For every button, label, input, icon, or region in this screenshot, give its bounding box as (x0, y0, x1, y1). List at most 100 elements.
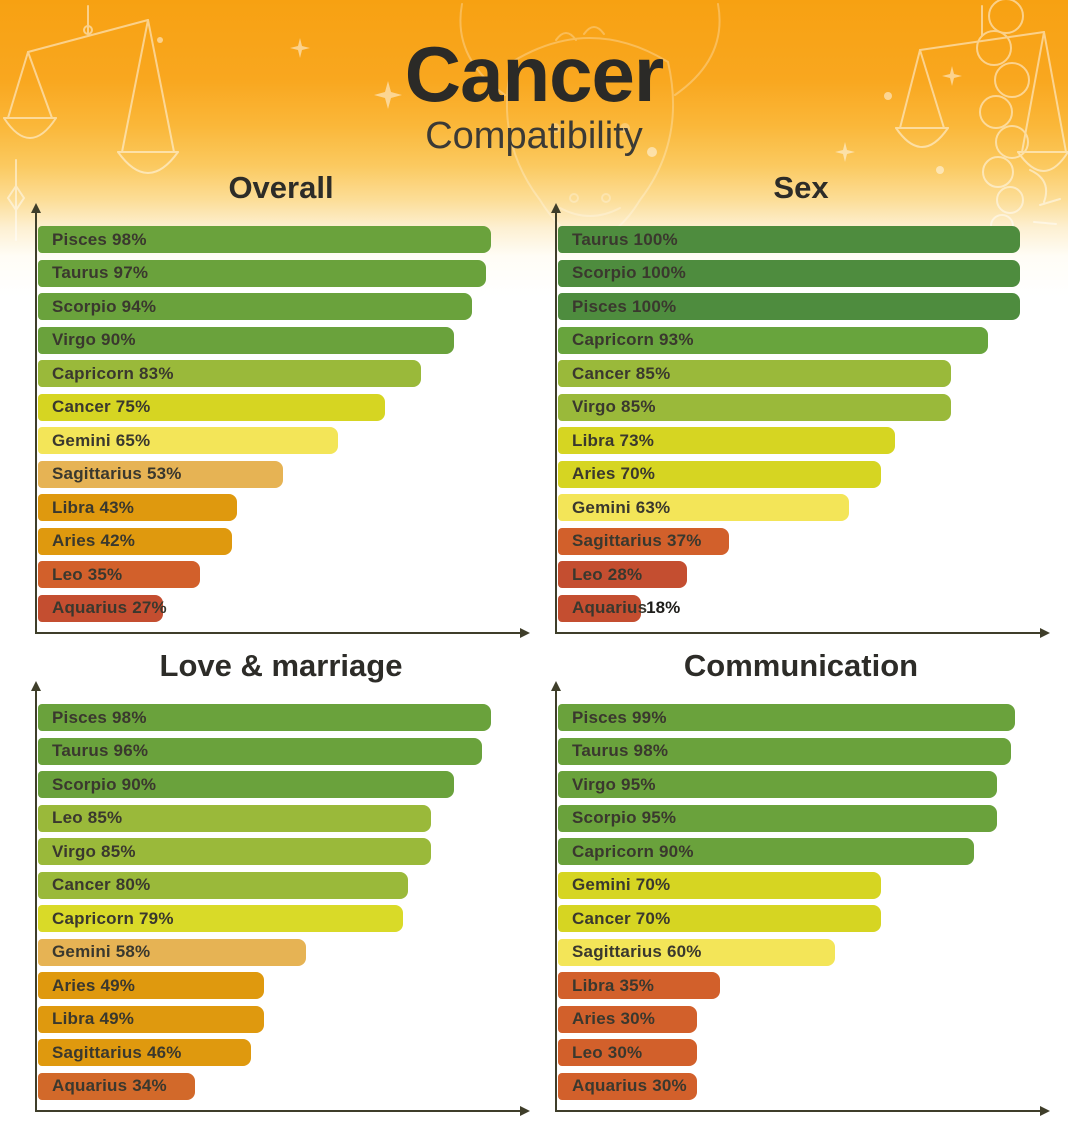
bar-sagittarius: Sagittarius 46% (38, 1039, 251, 1066)
bar-label: Capricorn 90% (572, 841, 694, 861)
bar-row: Taurus 96% (38, 737, 500, 765)
bar-label: Gemini 70% (572, 875, 671, 894)
bar-cancer: Cancer 75% (38, 393, 385, 421)
bar-pisces: Pisces 98% (38, 226, 491, 253)
bar-row: Leo 28% (558, 561, 1020, 588)
bar-label: Aquarius 30% (572, 1076, 687, 1095)
bar-gemini: Gemini 63% (558, 494, 850, 521)
bar-label: Leo 35% (52, 564, 123, 584)
bar-cancer: Cancer 80% (38, 871, 408, 899)
bar-row: Libra 49% (38, 1005, 500, 1033)
bar-row: Sagittarius 37% (558, 527, 1020, 555)
x-axis-arrow-icon (520, 1106, 530, 1116)
bars-love-marriage: Pisces 98% Taurus 96% Scorpio 90% Leo 85% Vi… (38, 704, 500, 1100)
bar-label: Gemini 63% (572, 497, 671, 517)
bar-label: Gemini 65% (52, 430, 151, 450)
bar-row: Gemini 63% (558, 494, 1020, 521)
bar-aquarius: Aquarius 27% (38, 594, 167, 622)
bar-sagittarius: Sagittarius 37% (558, 527, 729, 555)
bar-label: Cancer 85% (572, 363, 671, 383)
bar-label: Capricorn 83% (52, 363, 174, 383)
bar-row: Pisces 98% (38, 704, 500, 731)
bar-row: Virgo 85% (558, 393, 1020, 421)
chart-plot-overall: Pisces 98% Taurus 97% Scorpio 94% Virgo 90%… (31, 203, 530, 638)
bar-row: Cancer 80% (38, 871, 500, 899)
bar-cancer: Cancer 85% (558, 360, 951, 387)
bar-libra: Libra 49% (38, 1005, 265, 1033)
bar-row: Cancer 70% (558, 905, 1020, 932)
bar-row: Taurus 97% (38, 259, 500, 287)
x-axis (555, 1110, 1041, 1112)
bar-taurus: Taurus 97% (38, 259, 487, 287)
bar-row: Pisces 99% (558, 704, 1020, 731)
bar-leo: Leo 35% (38, 561, 200, 588)
bar-leo: Leo 85% (38, 804, 431, 832)
bar-row: Scorpio 100% (558, 259, 1020, 287)
bar-label: Taurus 96% (52, 741, 149, 760)
bar-row: Capricorn 90% (558, 838, 1020, 865)
bar-row: Virgo 95% (558, 771, 1020, 798)
bar-aquarius: Aquarius (558, 594, 647, 622)
bar-row: Scorpio 95% (558, 804, 1020, 832)
bar-virgo: Virgo 95% (558, 771, 997, 798)
bar-label: Leo 85% (52, 808, 123, 827)
bar-label: Cancer 80% (52, 875, 151, 894)
bar-label: Taurus 97% (52, 263, 149, 282)
bar-label: Pisces 99% (572, 707, 667, 727)
bar-row: Gemini 65% (38, 427, 500, 454)
chart-title-overall: Overall (228, 170, 334, 205)
chart-plot-sex: Taurus 100% Scorpio 100% Pisces 100% Capric… (551, 203, 1050, 638)
bar-row: Aries 70% (558, 460, 1020, 488)
chart-title-communication: Communication (683, 648, 919, 683)
bar-pisces: Pisces 100% (558, 293, 1020, 320)
bar-row: Aries 30% (558, 1005, 1020, 1033)
bar-row: Aries 49% (38, 972, 500, 999)
bar-row: Leo 85% (38, 804, 500, 832)
bar-label: Aquarius 34% (52, 1076, 167, 1095)
y-axis-arrow-icon (31, 203, 41, 213)
bar-row: Pisces 100% (558, 293, 1020, 320)
bar-label: Sagittarius 60% (572, 942, 702, 961)
bar-aries: Aries 49% (38, 972, 265, 999)
bar-taurus: Taurus 96% (38, 737, 482, 765)
bar-label: Virgo 90% (52, 330, 136, 349)
page-subtitle: Compatibility (425, 115, 643, 158)
bar-libra: Libra 35% (558, 972, 720, 999)
y-axis (35, 690, 37, 1112)
charts-grid: Overall Pisces 98% Taurus 97% Scorpio 94% V… (0, 166, 1068, 1116)
chart-title-sex: Sex (773, 170, 829, 205)
chart-overall: Overall Pisces 98% Taurus 97% Scorpio 94% V… (31, 166, 530, 638)
bar-label: Capricorn 79% (52, 908, 174, 928)
bar-leo: Leo 28% (558, 561, 688, 588)
bar-row: Aquarius 34% (38, 1072, 500, 1100)
bar-label: Pisces 100% (572, 296, 677, 316)
bar-row: Cancer 75% (38, 393, 500, 421)
bar-capricorn: Capricorn 90% (558, 838, 974, 865)
bar-row: Pisces 98% (38, 226, 500, 253)
bar-label: Gemini 58% (52, 942, 151, 961)
bar-row: Sagittarius 53% (38, 460, 500, 488)
chart-communication: Communication Pisces 99% Taurus 98% Virgo … (551, 634, 1050, 1116)
chart-title-love-marriage: Love & marriage (159, 648, 403, 683)
bars-communication: Pisces 99% Taurus 98% Virgo 95% Scorpio 95%… (558, 704, 1020, 1100)
bar-row: Sagittarius 60% (558, 938, 1020, 966)
bar-scorpio: Scorpio 90% (38, 771, 454, 798)
bar-label: Virgo 95% (572, 774, 656, 794)
y-axis-arrow-icon (551, 681, 561, 691)
bar-row: Capricorn 79% (38, 905, 500, 932)
bar-row: Virgo 85% (38, 838, 500, 865)
bar-taurus: Taurus 100% (558, 226, 1020, 253)
bar-gemini: Gemini 58% (38, 938, 306, 966)
x-axis (35, 1110, 521, 1112)
bar-label: Libra 35% (572, 975, 655, 995)
bar-pisces: Pisces 98% (38, 704, 491, 731)
chart-plot-love-marriage: Pisces 98% Taurus 96% Scorpio 90% Leo 85% Vi… (31, 681, 530, 1116)
bars-overall: Pisces 98% Taurus 97% Scorpio 94% Virgo 90%… (38, 226, 500, 622)
bar-virgo: Virgo 85% (38, 838, 431, 865)
bar-row: Aquarius 27% (38, 594, 500, 622)
bar-aries: Aries 70% (558, 460, 882, 488)
bar-row: Aries 42% (38, 527, 500, 555)
bar-label: Libra 43% (52, 497, 135, 517)
x-axis (35, 632, 521, 634)
x-axis-arrow-icon (1040, 628, 1050, 638)
